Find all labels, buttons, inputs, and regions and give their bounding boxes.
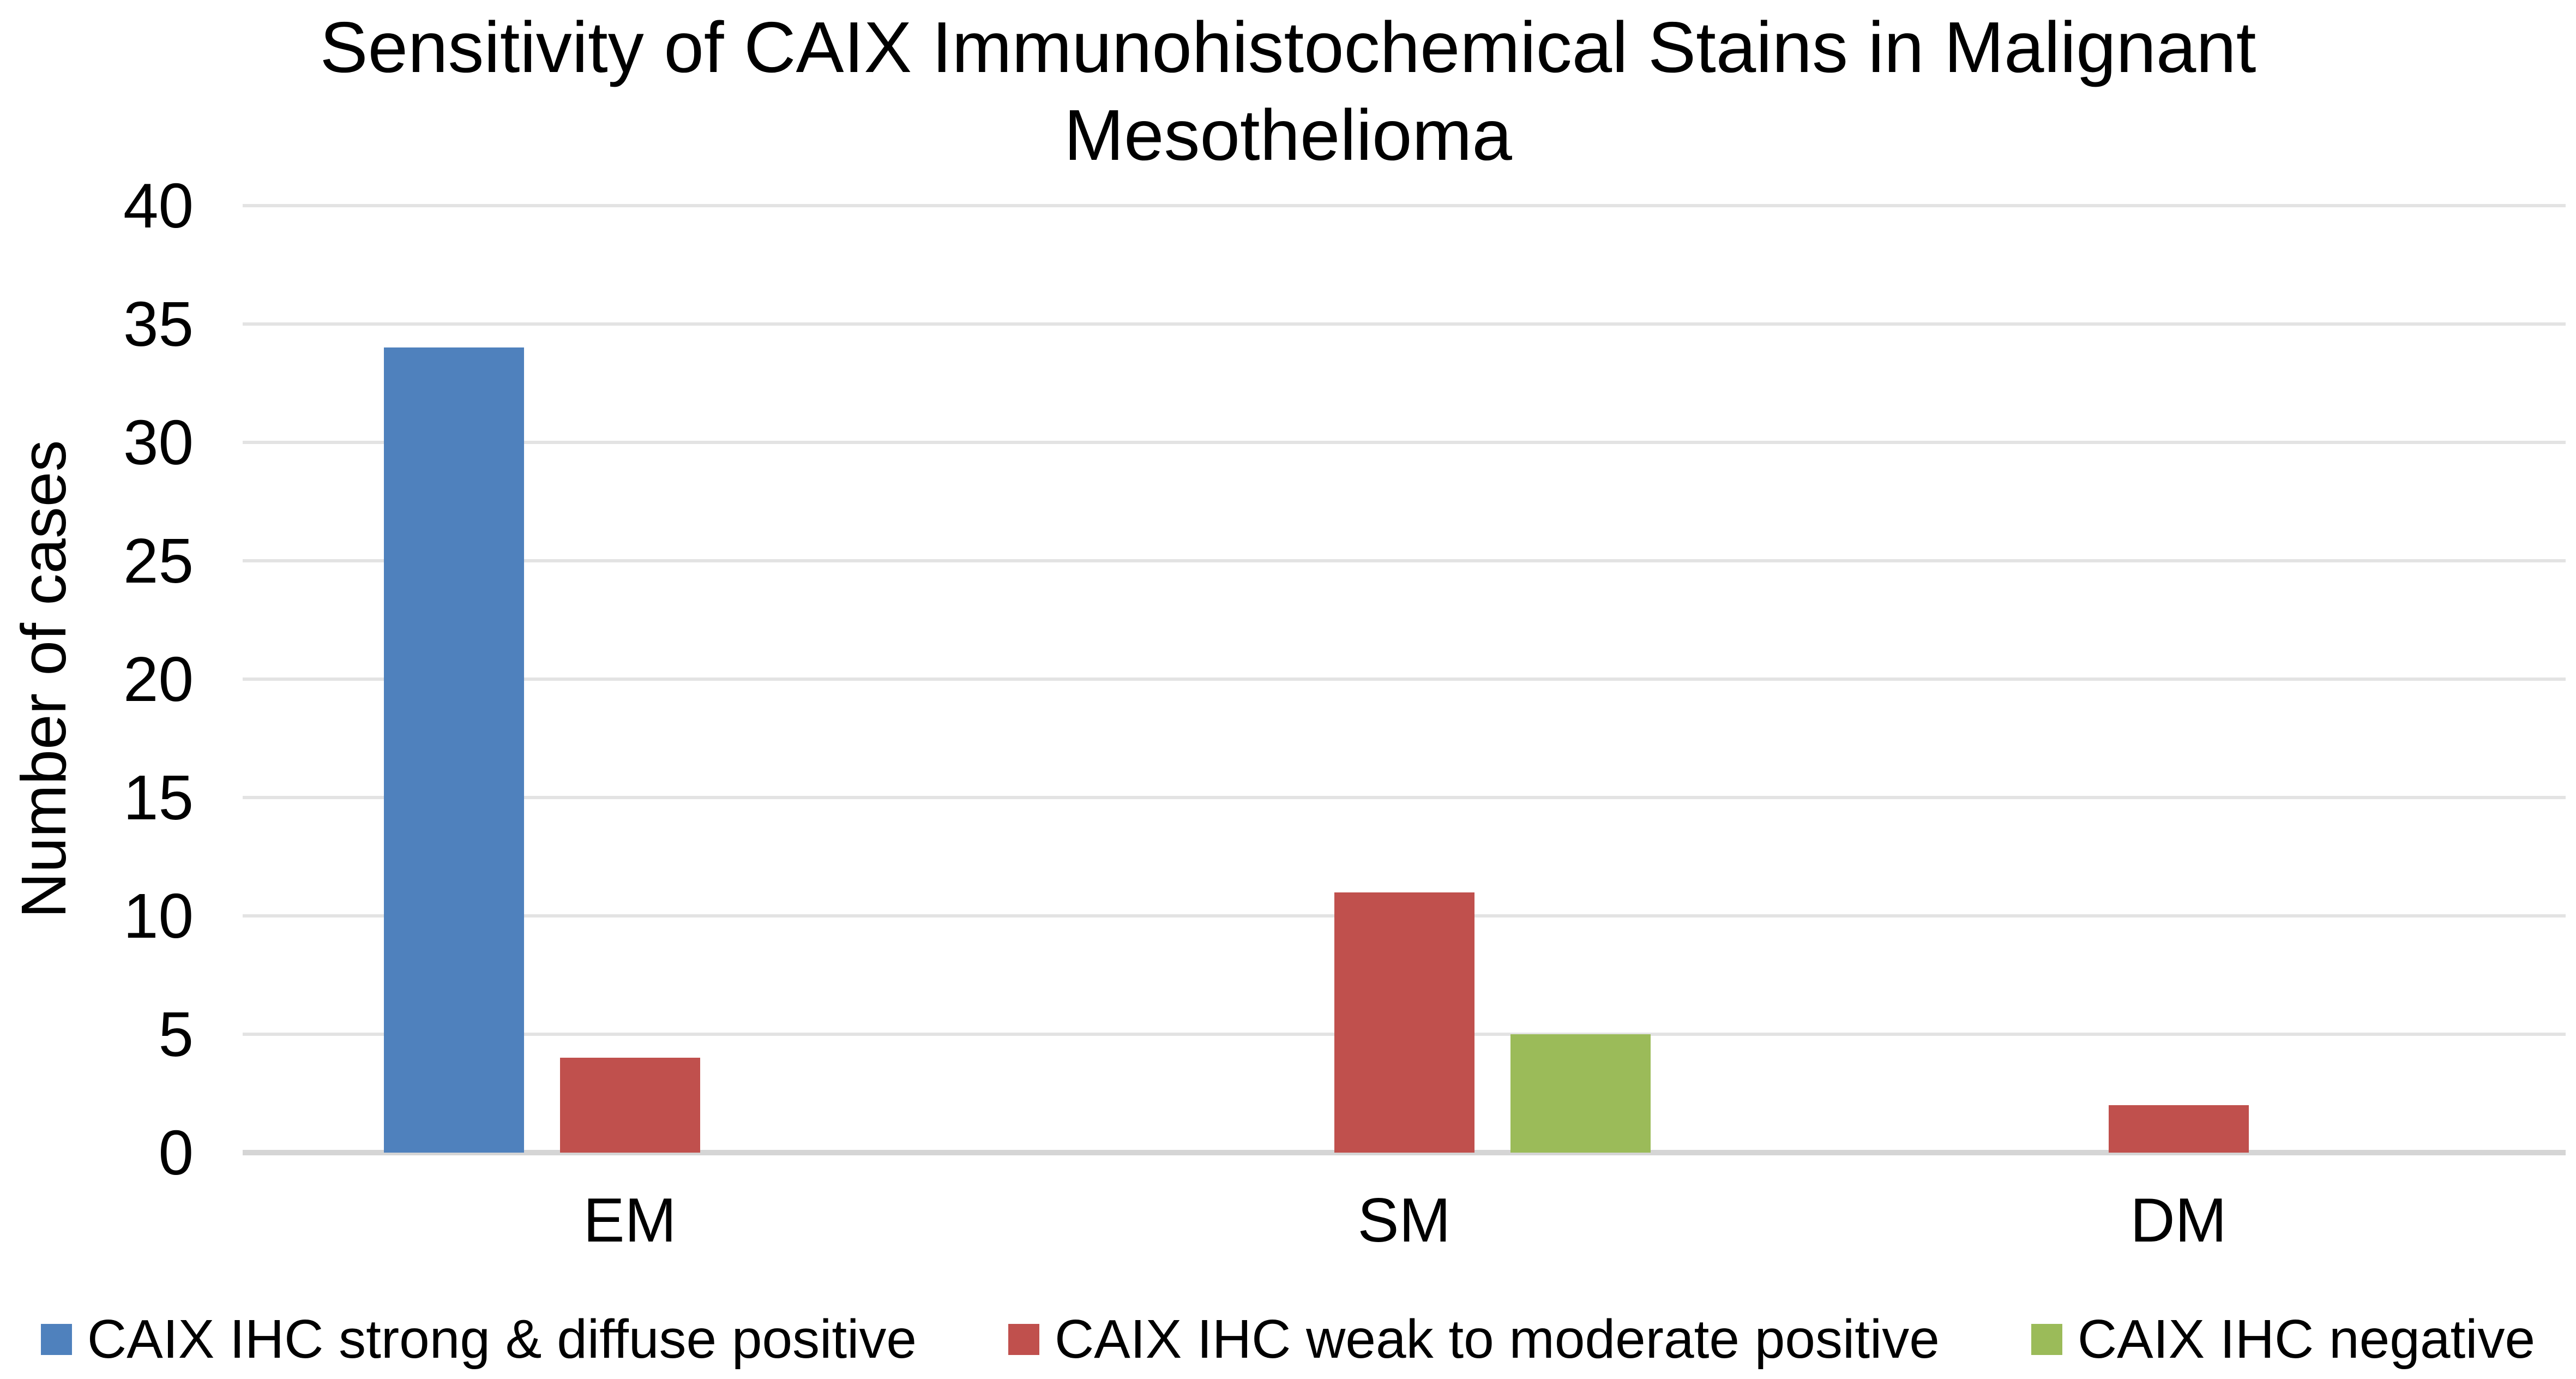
y-tick-label-20: 20 — [123, 644, 194, 715]
legend-label: CAIX IHC weak to moderate positive — [1054, 1309, 1940, 1370]
bar-sm-series-2 — [1334, 892, 1474, 1153]
legend-label: CAIX IHC strong & diffuse positive — [87, 1309, 917, 1370]
x-category-label-em: EM — [583, 1186, 677, 1255]
chart-title-line-2: Mesothelioma — [1064, 95, 1512, 176]
gridline-y-30 — [243, 441, 2566, 444]
x-category-label-dm: DM — [2130, 1186, 2227, 1255]
gridline-y-20 — [243, 677, 2566, 681]
legend: CAIX IHC strong & diffuse positive CAIX I… — [0, 1308, 2576, 1371]
bar-group-em — [243, 206, 1017, 1153]
bar-dm-series-2 — [2108, 1105, 2249, 1153]
y-tick-label-10: 10 — [123, 880, 194, 951]
y-tick-label-5: 5 — [158, 999, 194, 1070]
gridline-y-40 — [243, 204, 2566, 207]
bars-layer — [243, 206, 2566, 1153]
y-axis-tick-labels: 0 5 10 15 20 25 30 35 40 — [0, 170, 194, 1188]
legend-item-1: CAIX IHC strong & diffuse positive — [40, 1308, 917, 1371]
bar-group-dm — [1791, 206, 2566, 1153]
bar-em-series-1 — [383, 347, 524, 1153]
bar-sm-series-3 — [1510, 1034, 1651, 1153]
bar-em-series-2 — [559, 1058, 700, 1153]
y-tick-label-35: 35 — [123, 289, 194, 359]
chart-title-line-1: Sensitivity of CAIX Immunohistochemical … — [320, 7, 2256, 87]
legend-swatch-icon — [2031, 1324, 2062, 1355]
legend-item-3: CAIX IHC negative — [2031, 1308, 2535, 1371]
chart-title: Sensitivity of CAIX Immunohistochemical … — [0, 3, 2576, 179]
legend-item-2: CAIX IHC weak to moderate positive — [1008, 1308, 1940, 1371]
y-tick-label-15: 15 — [123, 762, 194, 833]
plot-area — [243, 204, 2566, 1155]
y-tick-label-25: 25 — [123, 525, 194, 596]
legend-swatch-icon — [40, 1324, 72, 1355]
legend-label: CAIX IHC negative — [2077, 1309, 2536, 1370]
x-category-label-sm: SM — [1357, 1186, 1451, 1255]
gridline-y-15 — [243, 796, 2566, 799]
legend-swatch-icon — [1008, 1324, 1039, 1355]
y-tick-label-40: 40 — [123, 170, 194, 241]
gridline-y-25 — [243, 559, 2566, 562]
y-tick-label-30: 30 — [123, 407, 194, 478]
bar-group-sm — [1017, 206, 1791, 1153]
y-tick-label-0: 0 — [158, 1117, 194, 1188]
gridline-y-35 — [243, 322, 2566, 326]
gridline-y-0 — [243, 1150, 2566, 1155]
